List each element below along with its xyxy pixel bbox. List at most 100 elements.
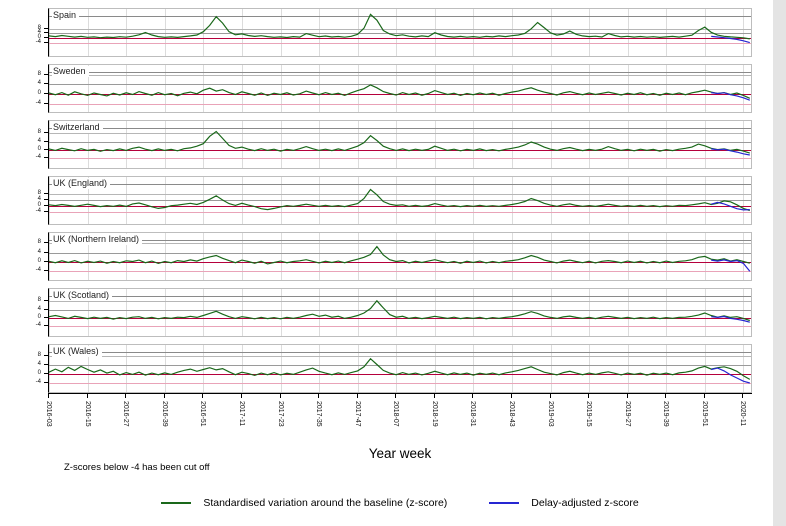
panel-title-underline	[49, 128, 751, 129]
x-tick-label: 2016-03	[45, 401, 52, 427]
x-tick-mark	[86, 393, 88, 398]
panel-title-underline	[49, 16, 751, 17]
cutoff-line	[49, 212, 751, 213]
y-tick-mark	[44, 199, 48, 200]
vertical-gridline	[550, 121, 552, 168]
vertical-gridline	[164, 121, 166, 168]
vertical-gridline	[87, 65, 89, 112]
y-tick-mark	[44, 157, 48, 159]
baseline-zero-line	[49, 94, 751, 95]
panel-uk-england: UK (England)	[48, 176, 752, 225]
delay-adjusted-line	[711, 148, 750, 156]
vertical-gridline	[511, 9, 513, 56]
panel-title-underline	[49, 184, 751, 185]
x-tick-label: 2019-27	[623, 401, 631, 427]
vertical-gridline	[396, 65, 398, 112]
x-tick-label: 2018-07	[392, 401, 400, 427]
reference-line-z4	[49, 141, 751, 143]
zscore-line	[48, 357, 751, 380]
vertical-gridline	[319, 65, 320, 112]
panel-title: Switzerland	[52, 122, 103, 133]
panel-uk-wales: UK (Wales)	[48, 344, 752, 393]
vertical-gridline	[319, 9, 320, 56]
x-axis-title: Year week	[368, 446, 432, 461]
vertical-gridline	[164, 65, 166, 112]
window-background-strip	[773, 0, 786, 526]
vertical-gridline	[203, 233, 205, 280]
x-tick-label: 2017-35	[315, 401, 322, 427]
y-tick-label: 0	[37, 370, 41, 376]
x-tick-mark	[318, 393, 319, 398]
panel-sweden: Sweden	[48, 64, 752, 113]
vertical-gridline	[704, 289, 706, 336]
zscore-line	[48, 13, 750, 40]
panel-title-underline	[49, 352, 751, 353]
x-tick-mark	[356, 393, 358, 398]
vertical-gridline	[319, 233, 320, 280]
zscore-line	[48, 299, 750, 322]
zscore-line	[48, 84, 751, 99]
x-tick-label: 2018-31	[469, 401, 477, 427]
vertical-gridline	[126, 233, 128, 280]
vertical-gridline	[164, 233, 166, 280]
vertical-gridline	[357, 9, 359, 56]
y-tick-mark	[44, 300, 48, 302]
x-tick-mark	[510, 393, 512, 398]
cutoff-line	[49, 383, 751, 384]
y-tick-mark	[44, 83, 48, 85]
vertical-gridline	[126, 65, 128, 112]
delay-adjusted-line	[711, 201, 750, 211]
vertical-gridline	[49, 9, 50, 56]
y-tick-label: 8	[37, 129, 41, 136]
vertical-gridline	[241, 9, 243, 56]
reference-line-z8	[49, 74, 751, 76]
delay-adjusted-line	[711, 315, 750, 323]
baseline-zero-line	[49, 38, 751, 39]
y-tick-label: -4	[35, 267, 41, 274]
y-tick-mark	[44, 317, 48, 318]
panel-title: Sweden	[52, 66, 89, 77]
vertical-gridline	[743, 65, 745, 112]
vertical-gridline	[87, 289, 89, 336]
vertical-gridline	[666, 345, 668, 392]
vertical-gridline	[203, 121, 205, 168]
x-tick-mark	[703, 393, 705, 398]
vertical-gridline	[280, 121, 282, 168]
vertical-gridline	[434, 345, 436, 392]
x-axis-line	[48, 393, 752, 394]
panel-title: UK (England)	[52, 178, 111, 189]
vertical-gridline	[49, 289, 50, 336]
vertical-gridline	[241, 289, 243, 336]
y-tick-mark	[44, 140, 48, 142]
y-tick-label: 8	[37, 70, 41, 77]
delay-adjusted-line	[711, 259, 751, 272]
vertical-gridline	[589, 233, 591, 280]
panel-title: UK (Northern Ireland)	[52, 234, 143, 245]
y-tick-mark	[44, 270, 48, 272]
vertical-gridline	[396, 289, 398, 336]
vertical-gridline	[743, 289, 745, 336]
vertical-gridline	[280, 345, 282, 392]
legend-label-zscore: Standardised variation around the baseli…	[203, 497, 448, 509]
vertical-gridline	[434, 289, 436, 336]
vertical-gridline	[357, 65, 359, 112]
y-tick-label: 4	[37, 196, 41, 202]
y-tick-mark	[44, 27, 48, 29]
delay-adjusted-line	[711, 367, 750, 384]
x-tick-mark	[549, 393, 551, 398]
vertical-gridline	[126, 289, 128, 336]
vertical-gridline	[511, 345, 513, 392]
x-tick-label: 2017-23	[276, 401, 284, 427]
vertical-gridline	[627, 233, 629, 280]
vertical-gridline	[473, 9, 475, 56]
x-tick-mark	[240, 393, 242, 398]
vertical-gridline	[87, 345, 89, 392]
vertical-gridline	[704, 9, 706, 56]
vertical-gridline	[241, 121, 243, 168]
vertical-gridline	[434, 65, 436, 112]
vertical-gridline	[627, 121, 629, 168]
vertical-gridline	[126, 9, 128, 56]
reference-line-z4	[49, 252, 751, 254]
vertical-gridline	[164, 345, 166, 392]
zscore-line-swatch	[161, 502, 192, 504]
